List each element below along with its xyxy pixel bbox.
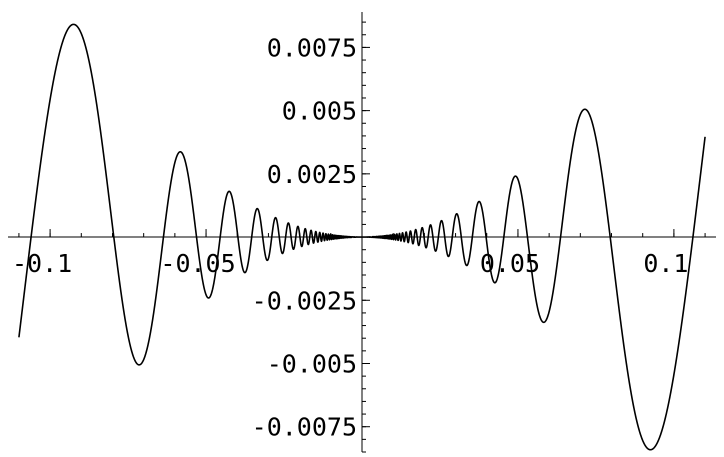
series-curve: [18, 23, 706, 451]
x-tick-label: 0.1: [643, 249, 688, 278]
x-tick-label: 0.05: [480, 249, 540, 278]
y-tick-label: 0.0075: [267, 33, 357, 62]
y-tick-label: 0.005: [282, 97, 357, 126]
x-tick-label: -0.05: [160, 249, 235, 278]
x-tick-label: -0.1: [12, 249, 72, 278]
y-tick-label: -0.0075: [252, 413, 357, 442]
y-tick-label: -0.005: [267, 349, 357, 378]
y-tick-label: -0.0025: [252, 286, 357, 315]
y-tick-label: 0.0025: [267, 160, 357, 189]
tick-labels: -0.1 -0.05 0.05 0.1 0.0075 0.005 0.0025 -0.0025…: [12, 33, 688, 441]
